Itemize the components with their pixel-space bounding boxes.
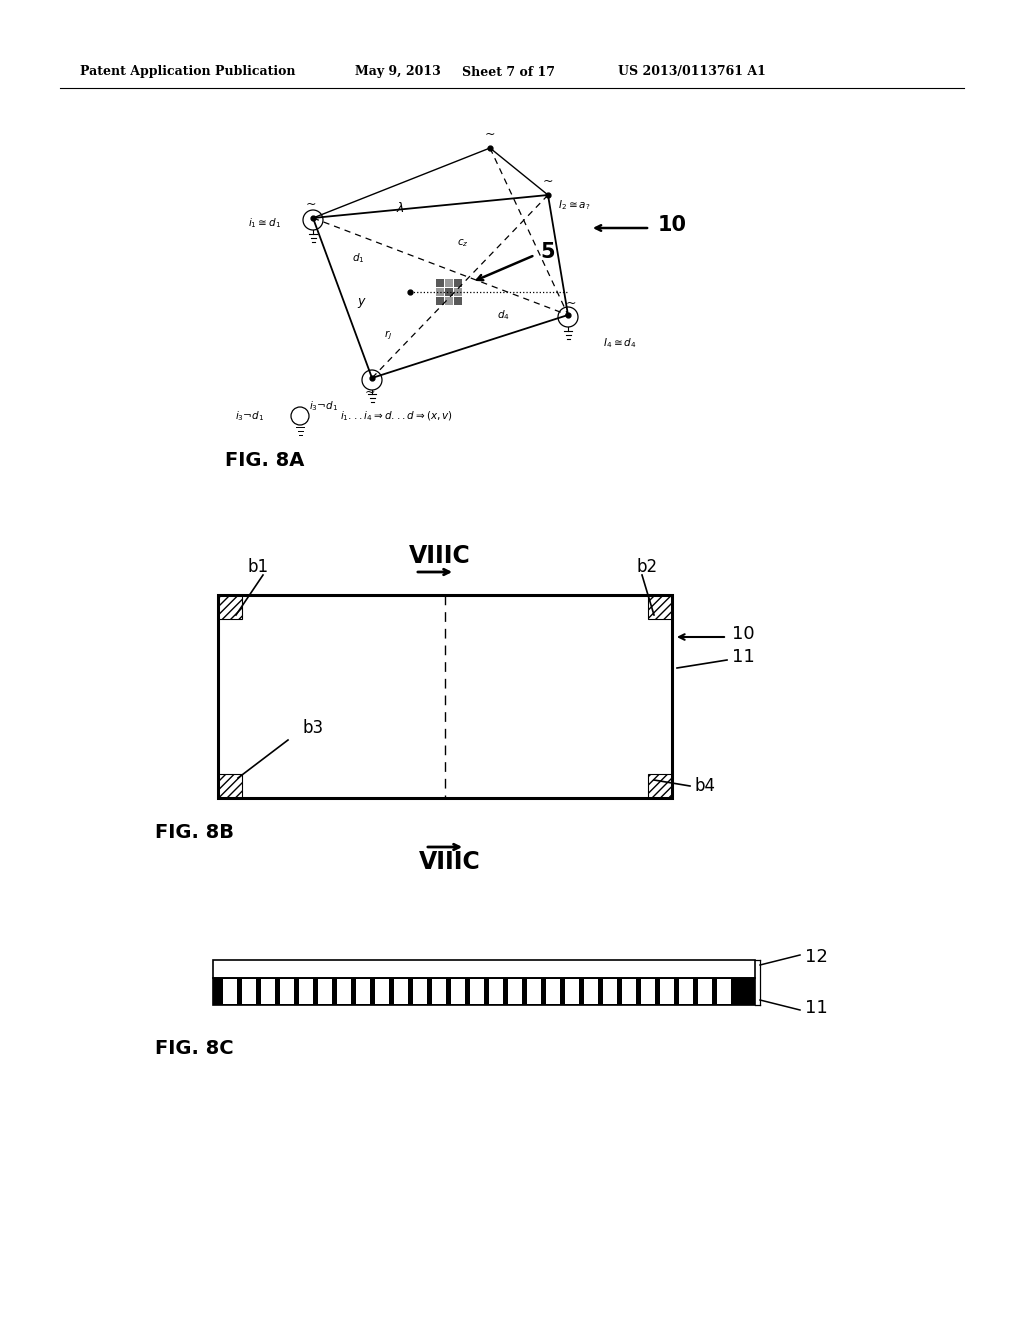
Text: $i_1 ... i_4 \Rightarrow d ... d \Rightarrow (x,v)$: $i_1 ... i_4 \Rightarrow d ... d \Righta…	[340, 409, 453, 422]
Text: b4: b4	[694, 777, 715, 795]
Bar	[603, 979, 617, 1005]
Text: $d_1$: $d_1$	[351, 251, 365, 265]
Text: ~: ~	[565, 297, 577, 309]
Bar	[413, 979, 427, 1005]
Text: FIG. 8B: FIG. 8B	[155, 822, 234, 842]
Text: 11: 11	[805, 999, 827, 1016]
Text: ~: ~	[484, 128, 496, 140]
Bar	[445, 297, 453, 305]
Bar	[318, 979, 332, 1005]
Bar	[280, 979, 294, 1005]
Bar	[648, 595, 672, 619]
Text: VIIIC: VIIIC	[419, 850, 481, 874]
Bar	[356, 979, 370, 1005]
Bar	[648, 774, 672, 799]
Text: ~: ~	[365, 385, 375, 399]
Bar	[337, 979, 351, 1005]
Text: $i_1 \cong d_1$: $i_1 \cong d_1$	[249, 216, 282, 230]
Bar	[622, 979, 636, 1005]
Bar	[223, 979, 237, 1005]
Bar	[641, 979, 655, 1005]
Bar	[445, 288, 453, 296]
Text: $i_3 \neg d_1$: $i_3 \neg d_1$	[236, 409, 264, 422]
Bar	[454, 297, 462, 305]
Bar	[451, 979, 465, 1005]
Text: b3: b3	[302, 719, 324, 737]
Text: FIG. 8A: FIG. 8A	[225, 450, 304, 470]
Bar	[242, 979, 256, 1005]
Text: 12: 12	[805, 948, 827, 966]
Bar	[546, 979, 560, 1005]
Text: 10: 10	[732, 624, 755, 643]
Bar	[698, 979, 712, 1005]
Bar	[213, 978, 755, 1005]
Bar	[454, 288, 462, 296]
Text: 10: 10	[658, 215, 687, 235]
Text: ~: ~	[543, 174, 553, 187]
Bar	[261, 979, 275, 1005]
Bar	[375, 979, 389, 1005]
Text: $\lambda$: $\lambda$	[395, 201, 404, 215]
Bar	[489, 979, 503, 1005]
Text: b1: b1	[248, 558, 268, 576]
Bar	[584, 979, 598, 1005]
Text: $d_4$: $d_4$	[497, 308, 509, 322]
Bar	[213, 960, 755, 978]
Bar	[436, 288, 444, 296]
Bar	[527, 979, 541, 1005]
Bar	[470, 979, 484, 1005]
Text: $y$: $y$	[357, 296, 367, 310]
Text: b2: b2	[637, 558, 657, 576]
Text: $I_2 \cong a_?$: $I_2 \cong a_?$	[558, 198, 591, 213]
Text: May 9, 2013: May 9, 2013	[355, 66, 440, 78]
Bar	[299, 979, 313, 1005]
Bar	[717, 979, 731, 1005]
Text: VIIIC: VIIIC	[410, 544, 471, 568]
Bar	[436, 297, 444, 305]
Bar	[218, 595, 672, 799]
Text: Patent Application Publication: Patent Application Publication	[80, 66, 296, 78]
Bar	[445, 279, 453, 286]
Bar	[436, 279, 444, 286]
Text: $i_3 \neg d_1$: $i_3 \neg d_1$	[309, 399, 339, 413]
Text: 11: 11	[732, 648, 755, 667]
Bar	[679, 979, 693, 1005]
Text: Sheet 7 of 17: Sheet 7 of 17	[462, 66, 555, 78]
Text: $r_J$: $r_J$	[384, 329, 392, 342]
Bar	[218, 595, 242, 619]
Bar	[508, 979, 522, 1005]
Text: $I_4 \cong d_4$: $I_4 \cong d_4$	[603, 337, 637, 350]
Text: 5: 5	[540, 242, 555, 261]
Text: $c_z$: $c_z$	[457, 238, 469, 249]
Bar	[454, 279, 462, 286]
Bar	[660, 979, 674, 1005]
Bar	[394, 979, 408, 1005]
Text: ~: ~	[306, 198, 316, 210]
Text: FIG. 8C: FIG. 8C	[155, 1039, 233, 1057]
Bar	[218, 774, 242, 799]
Bar	[565, 979, 579, 1005]
Bar	[432, 979, 446, 1005]
Text: US 2013/0113761 A1: US 2013/0113761 A1	[618, 66, 766, 78]
